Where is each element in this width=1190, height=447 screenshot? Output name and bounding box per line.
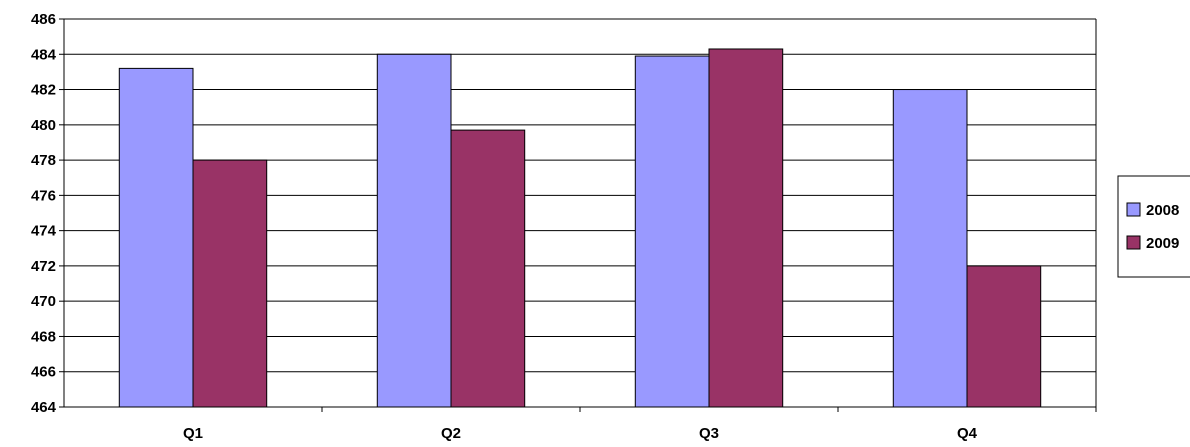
y-tick-label: 484 [31,46,57,63]
bar-2009-Q2 [450,129,526,408]
y-tick-label: 482 [31,82,56,99]
y-tick-label: 480 [31,117,56,134]
x-category-label: Q1 [183,425,203,442]
y-tick-label: 470 [31,293,56,310]
y-tick-label: 486 [31,11,56,28]
axes [63,19,1097,412]
legend-swatch-2009 [1126,235,1141,250]
bar-2008-Q1 [118,67,194,408]
legend-box [1117,175,1190,278]
bar-2009-Q4 [966,265,1042,408]
y-tick-label: 464 [31,399,57,416]
y-tick-label: 474 [31,223,57,240]
bar-2009-Q1 [192,159,268,408]
y-tick-label: 472 [31,258,56,275]
bar-2008-Q3 [634,55,710,408]
x-axis-category-labels: Q1 Q2 Q3 Q4 [183,425,978,442]
bar-2008-Q4 [892,89,968,408]
bar-2008-Q2 [376,53,452,408]
y-tick-label: 468 [31,328,56,345]
x-category-label: Q3 [699,425,719,442]
legend-label-2008: 2008 [1146,202,1179,219]
y-tick-label: 478 [31,152,56,169]
legend-swatch-2008 [1126,202,1141,217]
x-category-label: Q4 [957,425,978,442]
bar-2009-Q3 [708,48,784,408]
y-tick-label: 476 [31,187,56,204]
y-axis-tick-labels: 464 466 468 470 472 474 476 478 480 482 484 486 [31,11,57,416]
y-tick-label: 466 [31,364,56,381]
bars [118,48,1042,408]
legend: 2008 2009 [1117,175,1190,278]
legend-label-2009: 2009 [1146,235,1179,252]
x-category-label: Q2 [441,425,461,442]
